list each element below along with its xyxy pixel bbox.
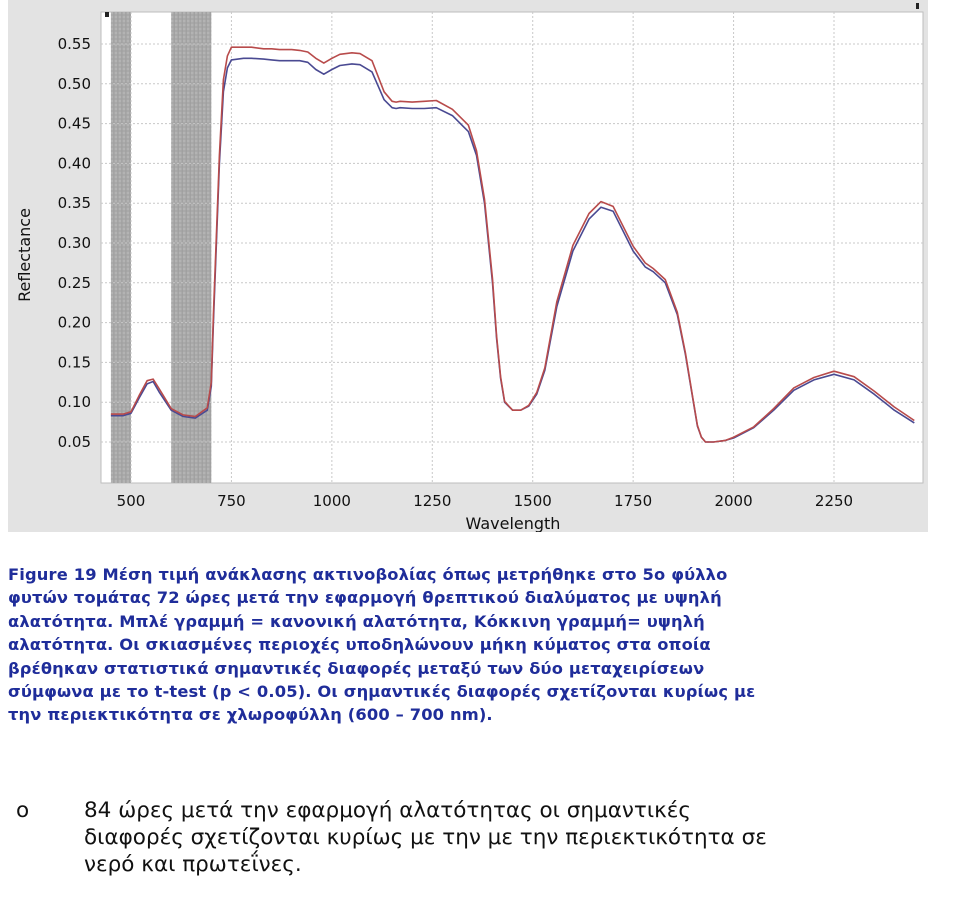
x-tick-label: 500 bbox=[117, 492, 146, 510]
y-tick-label: 0.30 bbox=[58, 234, 91, 252]
y-tick-label: 0.35 bbox=[58, 194, 91, 212]
tick-labels: 500 750 1000 1250 1500 1750 2000 2250 0.05 0.10 0.… bbox=[58, 35, 854, 510]
x-tick-label: 1000 bbox=[313, 492, 351, 510]
y-tick-label: 0.10 bbox=[58, 393, 91, 411]
caption-line: αλατότητα. Οι σκιασμένες περιοχές υποδηλ… bbox=[8, 635, 711, 655]
caption-line: την περιεκτικότητα σε χλωροφύλλη (600 – … bbox=[8, 705, 493, 725]
series-lines bbox=[110, 46, 915, 443]
caption-line: φυτών τομάτας 72 ώρες μετά την εφαρμογή … bbox=[8, 588, 722, 608]
caption-line: αλατότητα. Μπλέ γραμμή = κανονική αλατότ… bbox=[8, 611, 705, 631]
y-tick-label: 0.55 bbox=[58, 35, 91, 53]
x-tick-label: 750 bbox=[217, 492, 246, 510]
x-tick-label: 1250 bbox=[413, 492, 451, 510]
bullet-line: νερό και πρωτεΐνες. bbox=[84, 852, 302, 877]
y-tick-label: 0.05 bbox=[58, 433, 91, 451]
bullet-item: 84 ώρες μετά την εφαρμογή αλατότητας οι … bbox=[84, 797, 953, 878]
chart-svg: 500 750 1000 1250 1500 1750 2000 2250 0.05 0.10 0.… bbox=[15, 3, 924, 532]
y-tick-label: 0.40 bbox=[58, 154, 91, 172]
reflectance-chart: 500 750 1000 1250 1500 1750 2000 2250 0.05 0.10 0.… bbox=[8, 0, 928, 532]
series-line-2 bbox=[110, 46, 915, 443]
bullet-line: 84 ώρες μετά την εφαρμογή αλατότητας οι … bbox=[84, 798, 692, 823]
y-tick-label: 0.20 bbox=[58, 314, 91, 332]
x-tick-label: 1500 bbox=[514, 492, 552, 510]
y-tick-label: 0.25 bbox=[58, 274, 91, 292]
y-tick-label: 0.45 bbox=[58, 115, 91, 133]
x-tick-label: 2000 bbox=[714, 492, 752, 510]
y-tick-label: 0.50 bbox=[58, 75, 91, 93]
caption-line: Figure 19 Μέση τιμή ανάκλασης ακτινοβολί… bbox=[8, 565, 728, 584]
figure-caption: Figure 19 Μέση τιμή ανάκλασης ακτινοβολί… bbox=[8, 563, 956, 727]
top-left-mark bbox=[105, 12, 109, 17]
grid-lines bbox=[101, 12, 923, 483]
plot-area bbox=[100, 11, 924, 484]
x-tick-label: 2250 bbox=[815, 492, 853, 510]
caption-line: βρέθηκαν στατιστικά σημαντικές διαφορές … bbox=[8, 658, 705, 678]
top-right-mark bbox=[916, 3, 919, 9]
shaded-regions bbox=[110, 12, 212, 483]
bullet-marker-icon: o bbox=[16, 798, 30, 823]
bullet-line: διαφορές σχετίζονται κυρίως με την με τη… bbox=[84, 825, 767, 850]
x-axis-label: Wavelength bbox=[466, 514, 561, 532]
y-tick-label: 0.15 bbox=[58, 353, 91, 371]
x-tick-label: 1750 bbox=[614, 492, 652, 510]
caption-line: σύμφωνα με το t-test (p < 0.05). Οι σημα… bbox=[8, 682, 756, 702]
y-axis-label: Reflectance bbox=[15, 208, 34, 302]
